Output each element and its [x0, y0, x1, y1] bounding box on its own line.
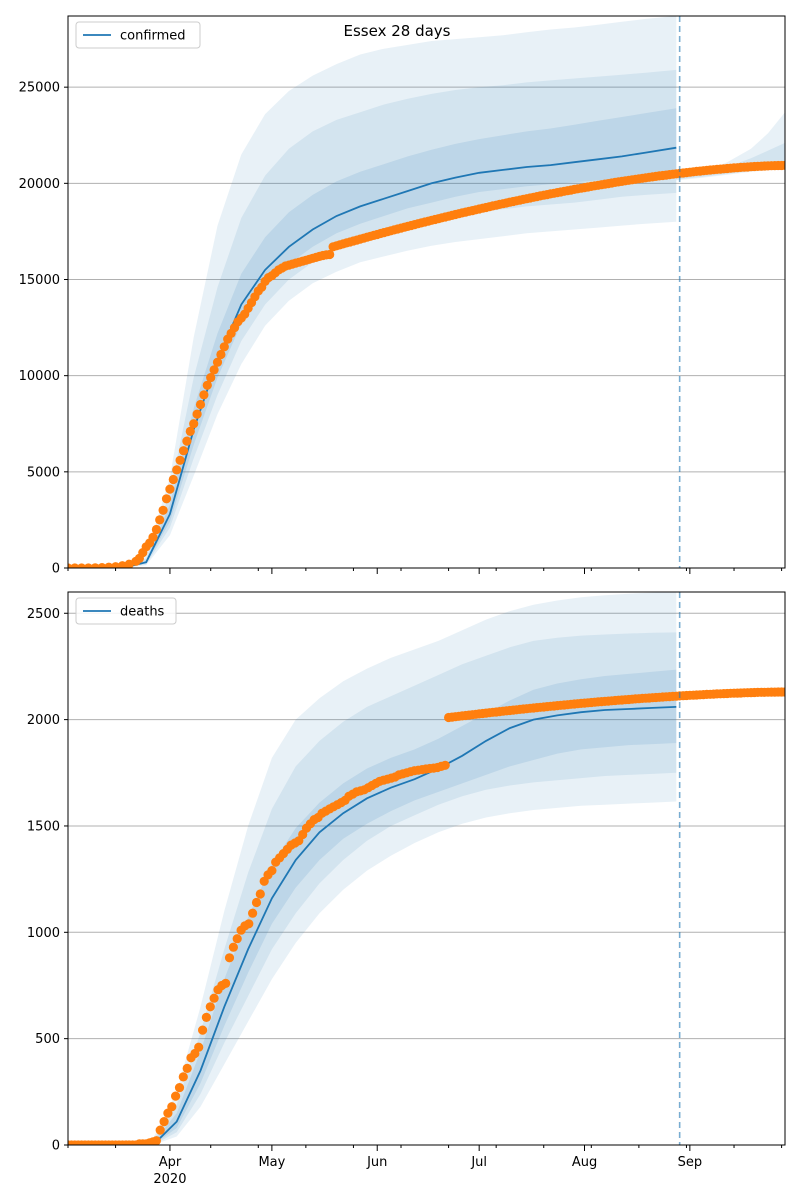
x-tick-label: May	[258, 1155, 285, 1170]
deaths-observed-point	[171, 1091, 181, 1101]
confirmed-axes-frame	[67, 15, 786, 569]
confirmed-observed-point	[185, 426, 195, 436]
deaths-observed-point	[267, 866, 277, 876]
deaths-observed-point	[205, 1002, 215, 1012]
deaths-y-tick-label: 1500	[27, 819, 60, 834]
deaths-observed-point	[178, 1072, 188, 1082]
deaths-observed-point	[167, 1102, 177, 1112]
deaths-observed-point	[251, 897, 262, 908]
deaths-observed-point	[228, 942, 238, 952]
confirmed-observed-point	[172, 465, 182, 475]
x-tick-label: Sep	[678, 1155, 703, 1170]
deaths-observed-point	[155, 1125, 165, 1135]
confirmed-y-tick-label: 5000	[27, 465, 60, 480]
x-tick-sublabel: 2020	[153, 1172, 186, 1187]
confirmed-observed-point	[189, 419, 199, 429]
deaths-observed-point	[232, 934, 242, 944]
confirmed-observed-point	[151, 524, 161, 535]
confirmed-observed-point	[117, 561, 127, 568]
deaths-observed-point	[198, 1025, 208, 1035]
deaths-y-tick-label: 2000	[27, 713, 60, 728]
deaths-y-tick-label: 1000	[27, 926, 60, 941]
deaths-observed-point	[255, 889, 265, 899]
deaths-legend-box	[75, 597, 177, 625]
confirmed-uncertainty-band-3	[122, 108, 677, 568]
confirmed-observed-point	[202, 380, 212, 390]
confirmed-observed-point	[70, 563, 80, 568]
deaths-observed-point	[159, 1117, 169, 1127]
deaths-uncertainty-band-2	[153, 632, 677, 1145]
confirmed-y-tick-label: 20000	[19, 177, 60, 192]
confirmed-y-tick-label: 10000	[19, 369, 60, 384]
confirmed-observed-point	[161, 494, 172, 504]
confirmed-observed-point	[209, 365, 219, 375]
confirmed-y-tick-label: 25000	[19, 81, 60, 96]
deaths-observed-point	[221, 978, 231, 989]
confirmed-observed-point	[178, 446, 189, 456]
confirmed-panel: 0 5000 10000 15000 20000 25000 confirmed	[19, 15, 786, 577]
confirmed-legend-label: confirmed	[120, 29, 186, 44]
figure-title: Essex 28 days	[344, 22, 451, 40]
deaths-uncertainty-band-1	[153, 592, 677, 1145]
confirmed-observed-point	[155, 515, 165, 525]
deaths-model-line	[152, 706, 677, 1145]
confirmed-legend-box	[75, 21, 201, 49]
deaths-y-tick-label: 0	[52, 1139, 60, 1154]
deaths-panel: 0 500 1000 1500 2000 2500 Apr 2020 May Jun Jul Aug S…	[27, 591, 786, 1187]
confirmed-observed-point	[780, 160, 785, 170]
confirmed-observed-point	[206, 373, 216, 383]
confirmed-observed-point	[212, 357, 223, 367]
x-tick-label: Aug	[572, 1155, 597, 1170]
deaths-legend-label: deaths	[120, 605, 165, 620]
confirmed-observed-point	[199, 390, 209, 400]
deaths-observed-point	[244, 919, 254, 929]
x-tick-label: Apr	[159, 1155, 182, 1170]
confirmed-y-tick-label: 0	[52, 562, 60, 577]
confirmed-observed-point	[219, 342, 229, 352]
deaths-observed-point	[440, 760, 450, 770]
deaths-plot-area	[68, 592, 785, 1145]
deaths-axes-frame	[67, 591, 786, 1146]
confirmed-observed-point	[175, 455, 185, 465]
deaths-uncertainty-band-3	[153, 669, 677, 1145]
confirmed-observed-point	[325, 249, 335, 260]
deaths-legend: deaths	[75, 597, 177, 625]
confirmed-observed-point	[165, 484, 175, 494]
confirmed-observed-point	[192, 409, 202, 419]
deaths-observed-point	[224, 953, 235, 963]
confirmed-observed-point	[168, 474, 178, 485]
confirmed-plot-area	[68, 16, 785, 568]
confirmed-observed-point	[148, 532, 158, 542]
confirmed-observed-point	[158, 505, 168, 515]
deaths-observed-point	[194, 1042, 204, 1052]
confirmed-legend: confirmed	[75, 21, 201, 49]
deaths-y-tick-label: 500	[35, 1032, 60, 1047]
confirmed-observed-point	[195, 399, 206, 410]
deaths-observed-point	[209, 993, 219, 1003]
deaths-observed-point	[248, 908, 258, 918]
x-tick-label: Jul	[470, 1155, 487, 1170]
deaths-y-tick-label: 2500	[27, 607, 60, 622]
deaths-observed-point	[780, 687, 785, 697]
confirmed-observed-point	[216, 349, 226, 360]
deaths-observed-point	[182, 1063, 192, 1073]
confirmed-y-tick-label: 15000	[19, 273, 60, 288]
confirmed-uncertainty-band-1	[122, 16, 677, 568]
deaths-observed-point	[151, 1136, 161, 1145]
deaths-observed-point	[201, 1012, 211, 1023]
confirmed-observed-point	[182, 436, 192, 446]
confirmed-observed-point	[77, 563, 87, 568]
x-tick-label: Jun	[366, 1155, 387, 1170]
deaths-observed-point	[174, 1083, 185, 1093]
